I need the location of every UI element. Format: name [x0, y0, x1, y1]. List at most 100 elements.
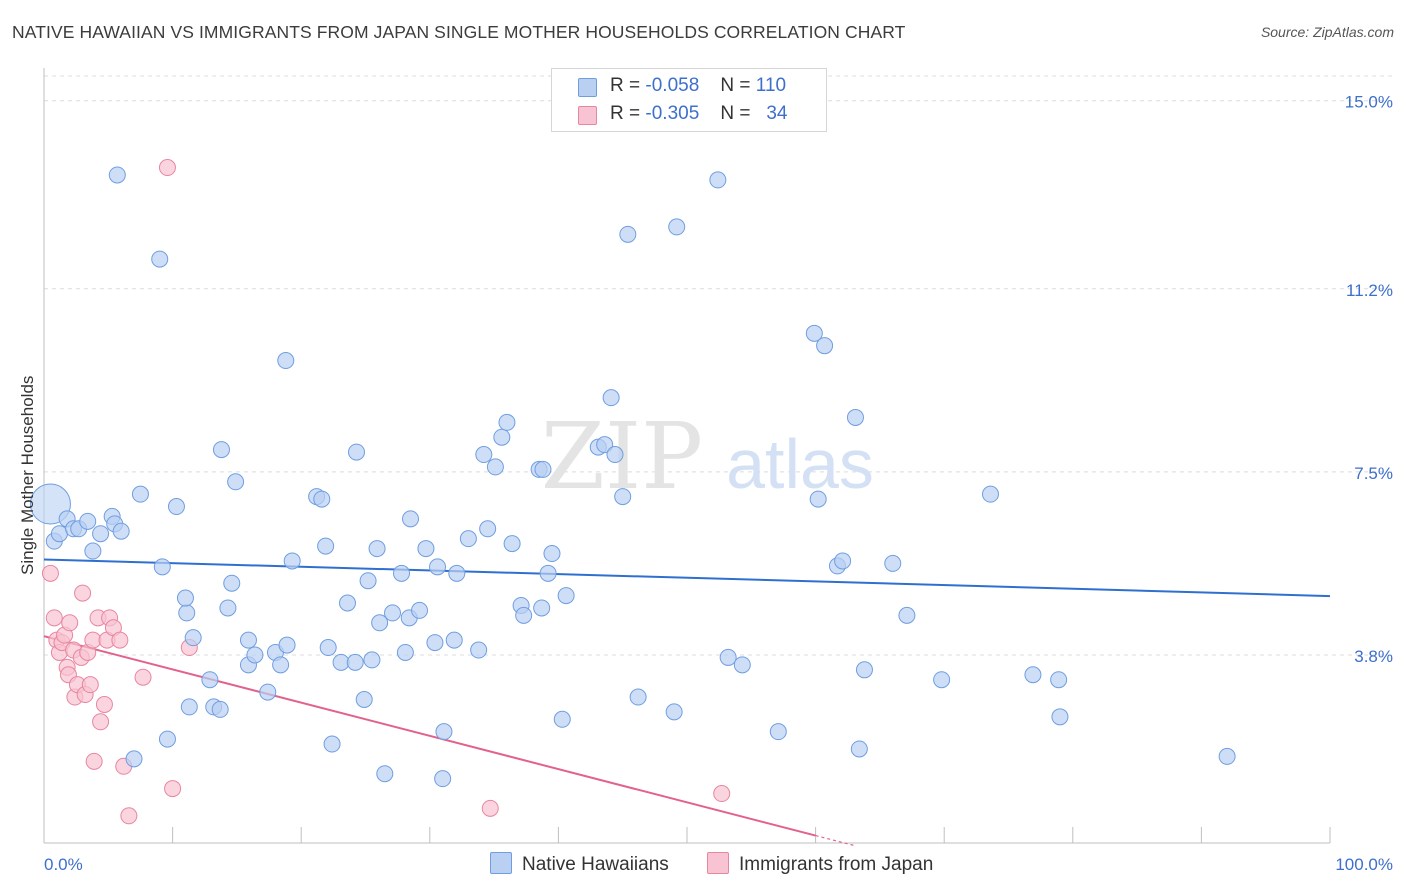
point-native-hawaiian [435, 723, 453, 741]
x-tick-label: 100.0% [1335, 855, 1393, 874]
point-native-hawaiian [239, 631, 257, 649]
point-native-hawaiian [178, 604, 196, 622]
point-native-hawaiian [629, 688, 647, 706]
bottom-legend-label: Immigrants from Japan [739, 854, 934, 875]
point-native-hawaiian [180, 698, 198, 716]
point-native-hawaiian [619, 225, 637, 243]
point-native-hawaiian [479, 520, 497, 538]
point-native-hawaiian [805, 324, 823, 342]
point-native-hawaiian [184, 629, 202, 647]
point-native-hawaiian [486, 458, 504, 476]
point-native-hawaiian [371, 614, 389, 632]
legend-n-value: 34 [766, 103, 788, 124]
point-native-hawaiian [557, 587, 575, 605]
point-native-hawaiian [515, 606, 533, 624]
point-native-hawaiian [319, 639, 337, 657]
point-native-hawaiian [846, 408, 864, 426]
point-immigrant-japan [74, 584, 92, 602]
watermark-atlas: atlas [726, 425, 874, 503]
point-immigrant-japan [85, 752, 103, 770]
y-axis-label: Single Mother Households [18, 375, 37, 575]
point-immigrant-japan [164, 780, 182, 798]
point-native-hawaiian [534, 460, 552, 478]
point-native-hawaiian [981, 485, 999, 503]
bottom-legend-swatch-pink [707, 852, 729, 874]
point-native-hawaiian [402, 510, 420, 528]
point-native-hawaiian [151, 250, 169, 268]
point-native-hawaiian [158, 730, 176, 748]
point-native-hawaiian [884, 554, 902, 572]
point-native-hawaiian [359, 572, 377, 590]
point-native-hawaiian [368, 540, 386, 558]
point-native-hawaiian [393, 564, 411, 582]
point-immigrant-japan [158, 159, 176, 177]
legend-r-label: R = [610, 103, 641, 124]
point-native-hawaiian [503, 535, 521, 553]
point-immigrant-japan [45, 609, 63, 627]
point-native-hawaiian [167, 498, 185, 516]
point-native-hawaiian [411, 601, 429, 619]
point-native-hawaiian [79, 512, 97, 530]
point-native-hawaiian [898, 606, 916, 624]
legend-r-value: -0.305 [645, 103, 700, 124]
point-native-hawaiian [1024, 666, 1042, 684]
point-native-hawaiian [92, 525, 110, 543]
point-native-hawaiian [470, 641, 488, 659]
point-native-hawaiian [459, 530, 477, 548]
point-immigrant-japan [95, 695, 113, 713]
trend-lines [43, 558, 1331, 847]
point-native-hawaiian [219, 599, 237, 617]
point-native-hawaiian [346, 653, 364, 671]
point-native-hawaiian [278, 636, 296, 654]
point-native-hawaiian [933, 671, 951, 689]
trend-line-immigrants-japan [43, 635, 816, 837]
point-native-hawaiian [153, 558, 171, 576]
point-native-hawaiian [602, 389, 620, 407]
point-native-hawaiian [543, 545, 561, 563]
point-immigrant-japan [111, 631, 129, 649]
tick-labels: 3.8% 7.5% 11.2% 15.0% 0.0% 100.0% [44, 93, 1393, 874]
point-native-hawaiian [614, 488, 632, 506]
point-native-hawaiian [84, 542, 102, 560]
point-native-hawaiian [313, 490, 331, 508]
point-native-hawaiian [376, 765, 394, 783]
chart-title: NATIVE HAWAIIAN VS IMMIGRANTS FROM JAPAN… [12, 22, 906, 42]
grid-lines [44, 75, 1392, 656]
point-native-hawaiian [434, 770, 452, 788]
y-tick-label: 15.0% [1345, 93, 1393, 112]
source-label: Source: ZipAtlas.com [1260, 24, 1394, 40]
point-native-hawaiian [1050, 671, 1068, 689]
point-immigrant-japan [481, 799, 499, 817]
trend-line-native-hawaiians [43, 558, 1331, 598]
point-native-hawaiian [445, 631, 463, 649]
point-native-hawaiian [493, 428, 511, 446]
point-native-hawaiian [596, 436, 614, 454]
point-native-hawaiian [223, 574, 241, 592]
point-native-hawaiian [850, 740, 868, 758]
legend-n-value: 110 [755, 75, 787, 96]
legend-n-label: N = [720, 75, 751, 96]
correlation-legend: R = -0.058 N = 110 R = -0.305 N = 34 [551, 68, 827, 132]
point-immigrant-japan [84, 631, 102, 649]
point-native-hawaiian [709, 171, 727, 189]
point-native-hawaiian [429, 558, 447, 576]
legend-n-label: N = [720, 103, 751, 124]
point-native-hawaiian [553, 710, 571, 728]
point-native-hawaiian [498, 413, 516, 431]
x-tick-label: 0.0% [44, 855, 83, 874]
point-native-hawaiian [816, 337, 834, 355]
point-native-hawaiian [1218, 747, 1236, 765]
point-native-hawaiian [475, 446, 493, 464]
point-native-hawaiian [259, 683, 277, 701]
point-immigrant-japan [81, 676, 99, 694]
point-native-hawaiian [719, 648, 737, 666]
point-native-hawaiian [363, 651, 381, 669]
point-native-hawaiian [355, 690, 373, 708]
point-native-hawaiian [347, 443, 365, 461]
point-native-hawaiian [855, 661, 873, 679]
point-native-hawaiian [668, 218, 686, 236]
point-immigrant-japan [134, 668, 152, 686]
point-native-hawaiian [834, 552, 852, 570]
point-native-hawaiian [426, 634, 444, 652]
